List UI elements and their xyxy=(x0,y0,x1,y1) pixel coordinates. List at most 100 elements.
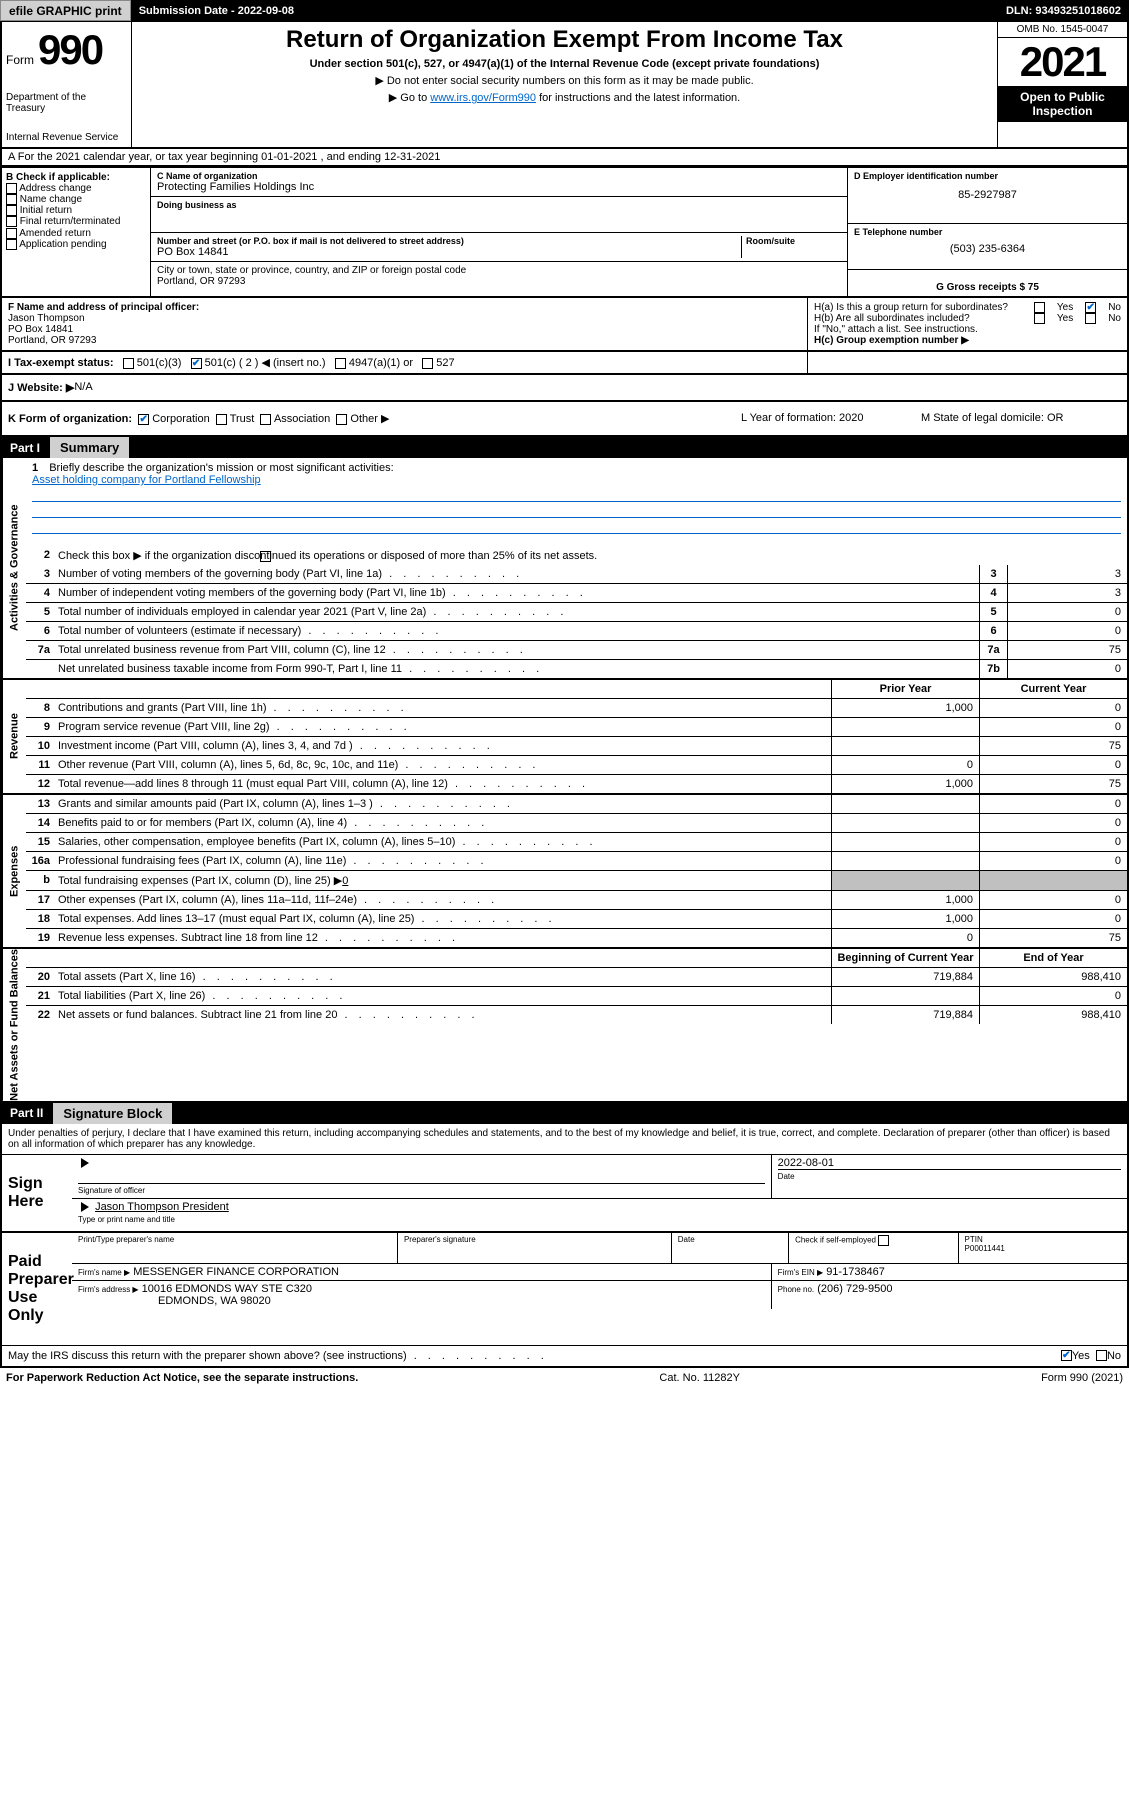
current-year-hdr: Current Year xyxy=(979,680,1127,698)
row-txt: Total liabilities (Part X, line 26) xyxy=(54,987,831,1005)
part-1-title: Summary xyxy=(50,437,129,458)
row-16b-curr xyxy=(979,871,1127,890)
row-i-label: I Tax-exempt status: xyxy=(8,357,114,369)
net-hdr-row: Beginning of Current Year End of Year xyxy=(26,949,1127,968)
check-501c3[interactable] xyxy=(123,358,134,369)
check-assoc[interactable] xyxy=(260,414,271,425)
arrow-icon xyxy=(81,1202,89,1212)
check-527[interactable] xyxy=(422,358,433,369)
row-txt: Number of independent voting members of … xyxy=(54,584,979,602)
row-curr: 0 xyxy=(979,756,1127,774)
discuss-no[interactable] xyxy=(1096,1350,1107,1361)
row-k-label: K Form of organization: xyxy=(8,413,132,425)
check-self-employed[interactable] xyxy=(878,1235,889,1246)
check-address-change[interactable]: Address change xyxy=(6,183,146,194)
form-title: Return of Organization Exempt From Incom… xyxy=(140,26,989,54)
h-b-yes[interactable] xyxy=(1034,313,1045,324)
row-val: 75 xyxy=(1007,641,1127,659)
row-prior xyxy=(831,852,979,870)
efile-print-button[interactable]: efile GRAPHIC print xyxy=(0,0,131,21)
row-txt: Investment income (Part VIII, column (A)… xyxy=(54,737,831,755)
mission-text[interactable]: Asset holding company for Portland Fello… xyxy=(32,474,261,486)
row-prior: 719,884 xyxy=(831,1006,979,1024)
prep-hdr-row: Print/Type preparer's name Preparer's si… xyxy=(72,1233,1127,1263)
row-num: 10 xyxy=(26,737,54,755)
h-a-no[interactable] xyxy=(1085,302,1096,313)
table-row: 9 Program service revenue (Part VIII, li… xyxy=(26,718,1127,737)
row-16b-prior xyxy=(831,871,979,890)
row-2-num: 2 xyxy=(26,546,54,565)
h-b-no[interactable] xyxy=(1085,313,1096,324)
tel-cap: E Telephone number xyxy=(854,227,1121,237)
vtab-activities: Activities & Governance xyxy=(2,458,26,678)
row-txt: Total number of volunteers (estimate if … xyxy=(54,622,979,640)
table-row: 14 Benefits paid to or for members (Part… xyxy=(26,814,1127,833)
row-curr: 75 xyxy=(979,737,1127,755)
row-box: 7a xyxy=(979,641,1007,659)
row-prior: 1,000 xyxy=(831,699,979,717)
discuss-yes[interactable] xyxy=(1061,1350,1072,1361)
row-num: 9 xyxy=(26,718,54,736)
check-amended-return[interactable]: Amended return xyxy=(6,228,146,239)
table-row: 20 Total assets (Part X, line 16) 719,88… xyxy=(26,968,1127,987)
row-val: 0 xyxy=(1007,622,1127,640)
h-b-note: If "No," attach a list. See instructions… xyxy=(814,324,1121,335)
gross-receipts: G Gross receipts $ 75 xyxy=(936,282,1039,293)
row-klm: K Form of organization: Corporation Trus… xyxy=(0,402,1129,437)
section-net-assets: Net Assets or Fund Balances Beginning of… xyxy=(0,949,1129,1103)
col-c: C Name of organization Protecting Famili… xyxy=(150,168,847,296)
sign-here-right: Signature of officer 2022-08-01 Date Jas… xyxy=(72,1155,1127,1231)
check-other[interactable] xyxy=(336,414,347,425)
row-num: 12 xyxy=(26,775,54,793)
beg-year-hdr: Beginning of Current Year xyxy=(831,949,979,967)
end-year-hdr: End of Year xyxy=(979,949,1127,967)
check-discontinued[interactable] xyxy=(260,551,271,562)
prep-h2: Preparer's signature xyxy=(397,1233,671,1263)
col-b: B Check if applicable: Address change Na… xyxy=(0,168,150,296)
firm-phone-cell: Phone no. (206) 729-9500 xyxy=(771,1281,1127,1309)
form990-link[interactable]: www.irs.gov/Form990 xyxy=(430,92,536,104)
row-txt: Benefits paid to or for members (Part IX… xyxy=(54,814,831,832)
sig-date-cell: 2022-08-01 Date xyxy=(771,1155,1127,1198)
form-word: Form xyxy=(6,53,34,67)
check-trust[interactable] xyxy=(216,414,227,425)
check-application-pending[interactable]: Application pending xyxy=(6,239,146,250)
check-name-change[interactable]: Name change xyxy=(6,194,146,205)
row-prior xyxy=(831,737,979,755)
topbar-spacer xyxy=(302,0,998,21)
firm-name-row: Firm's name ▶ MESSENGER FINANCE CORPORAT… xyxy=(72,1263,1127,1280)
l2-prefix: ▶ Go to xyxy=(389,92,430,104)
form-number: Form 990 xyxy=(6,26,127,74)
part-2-label: Part II xyxy=(0,1103,53,1123)
row-num: 22 xyxy=(26,1006,54,1024)
paid-preparer-grid: Paid Preparer Use Only Print/Type prepar… xyxy=(2,1231,1127,1345)
check-501c[interactable] xyxy=(191,358,202,369)
sig-name-val: Jason Thompson President xyxy=(95,1201,229,1213)
website-val: N/A xyxy=(74,381,92,394)
dba-cap: Doing business as xyxy=(157,200,841,210)
firm-ein-cell: Firm's EIN ▶ 91-1738467 xyxy=(771,1264,1127,1280)
activities-body: 1 Briefly describe the organization's mi… xyxy=(26,458,1127,678)
check-corp[interactable] xyxy=(138,414,149,425)
expenses-body: 13 Grants and similar amounts paid (Part… xyxy=(26,795,1127,947)
h-a-yes[interactable] xyxy=(1034,302,1045,313)
row-curr: 0 xyxy=(979,795,1127,813)
check-final-return[interactable]: Final return/terminated xyxy=(6,216,146,227)
form-990-num: 990 xyxy=(38,26,102,74)
sig-officer-cell: Signature of officer xyxy=(72,1155,771,1198)
row-a: A For the 2021 calendar year, or tax yea… xyxy=(0,149,1129,168)
row-num: 11 xyxy=(26,756,54,774)
row-prior xyxy=(831,795,979,813)
city-cap: City or town, state or province, country… xyxy=(157,265,841,276)
sig-officer-row: Signature of officer 2022-08-01 Date xyxy=(72,1155,1127,1198)
row-j-label: J Website: ▶ xyxy=(8,381,74,394)
row-txt: Total number of individuals employed in … xyxy=(54,603,979,621)
part-2-header: Part II Signature Block xyxy=(0,1103,1129,1124)
dln: DLN: 93493251018602 xyxy=(998,0,1129,21)
row-prior: 1,000 xyxy=(831,891,979,909)
check-initial-return[interactable]: Initial return xyxy=(6,205,146,216)
check-4947[interactable] xyxy=(335,358,346,369)
row-prior xyxy=(831,814,979,832)
h-c: H(c) Group exemption number ▶ xyxy=(814,335,1121,346)
col-h: H(a) Is this a group return for subordin… xyxy=(807,298,1127,350)
